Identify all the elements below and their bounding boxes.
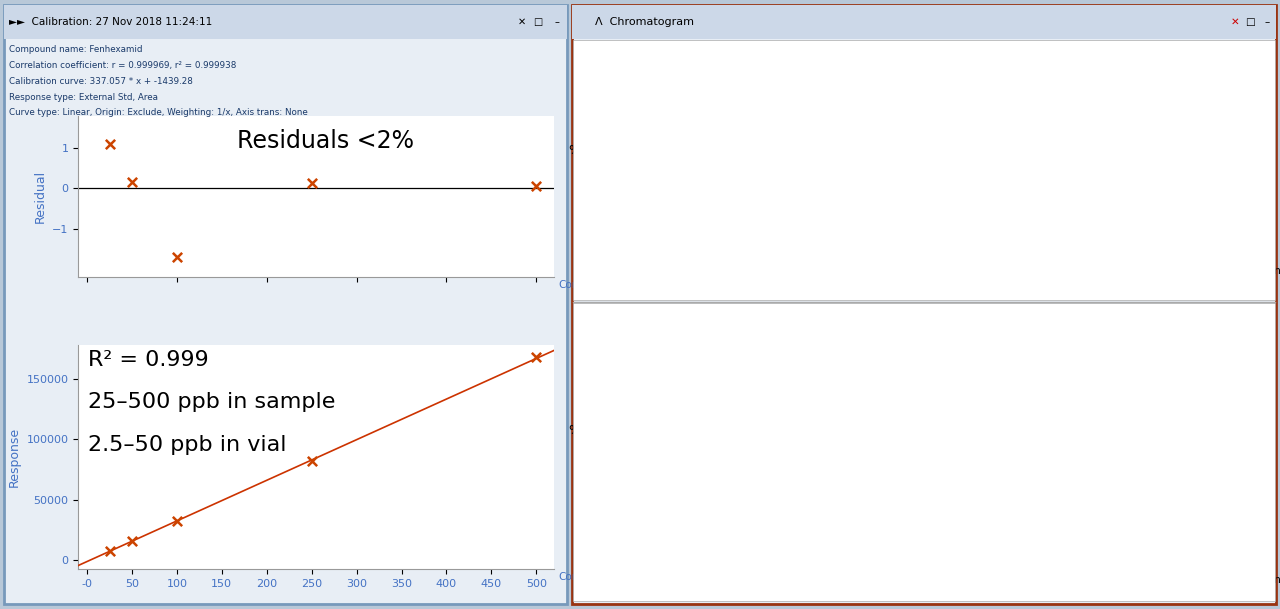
Text: Residuals <2%: Residuals <2% xyxy=(237,128,415,153)
Text: Fenhexamid: Fenhexamid xyxy=(844,57,929,71)
Y-axis label: %: % xyxy=(568,424,580,437)
Text: Response type: External Std, Area: Response type: External Std, Area xyxy=(9,93,157,102)
Text: 6.69: 6.69 xyxy=(901,69,925,79)
Text: 25–500 ppb in sample: 25–500 ppb in sample xyxy=(87,392,335,412)
Text: F28:MRM of 4 channels,ES+: F28:MRM of 4 channels,ES+ xyxy=(1111,321,1257,331)
Text: Conc: Conc xyxy=(558,572,585,582)
Text: 1.486e+005: 1.486e+005 xyxy=(1193,112,1257,122)
Text: Curve type: Linear, Origin: Exclude, Weighting: 1/x, Axis trans: None: Curve type: Linear, Origin: Exclude, Wei… xyxy=(9,108,307,118)
Text: ✕: ✕ xyxy=(518,17,526,27)
Text: Correlation coefficient: r = 0.999969, r² = 0.999938: Correlation coefficient: r = 0.999969, r… xyxy=(9,61,237,70)
Y-axis label: Response: Response xyxy=(8,428,20,487)
Text: ✕: ✕ xyxy=(1230,17,1239,27)
Text: –: – xyxy=(1265,17,1270,27)
Text: Calibration curve: 337.057 * x + -1439.28: Calibration curve: 337.057 * x + -1439.2… xyxy=(9,77,193,86)
Point xyxy=(122,537,142,546)
Point xyxy=(166,516,187,526)
Point xyxy=(100,546,120,556)
Text: Conc: Conc xyxy=(558,280,585,290)
Text: 25 ppb
2.5 ppb
in vial: 25 ppb 2.5 ppb in vial xyxy=(1069,114,1170,198)
Text: 9.969e+004: 9.969e+004 xyxy=(1193,385,1257,395)
Text: □: □ xyxy=(534,17,543,27)
Text: –: – xyxy=(554,17,559,27)
Text: 304.1 > 97.1: 304.1 > 97.1 xyxy=(1189,85,1257,95)
Text: 6.58: 6.58 xyxy=(754,525,780,535)
Text: R² = 0.999: R² = 0.999 xyxy=(87,350,209,370)
Text: □: □ xyxy=(1244,17,1254,27)
Text: min: min xyxy=(1270,575,1280,585)
Text: 6.69: 6.69 xyxy=(901,336,925,347)
Point xyxy=(301,456,321,465)
Text: 10Nov2018_03: 10Nov2018_03 xyxy=(620,321,703,332)
Y-axis label: Residual: Residual xyxy=(33,170,46,223)
Text: ►►  Calibration: 27 Nov 2018 11:24:11: ►► Calibration: 27 Nov 2018 11:24:11 xyxy=(9,17,212,27)
Point xyxy=(301,178,321,188)
Point xyxy=(526,181,547,191)
Y-axis label: %: % xyxy=(568,144,580,157)
Text: 304.1 > 55.1: 304.1 > 55.1 xyxy=(1189,353,1257,363)
Text: Fenhexamid: Fenhexamid xyxy=(844,321,929,334)
Text: 2.5–50 ppb in vial: 2.5–50 ppb in vial xyxy=(87,435,287,455)
Point xyxy=(166,252,187,262)
Text: 10Nov2018_03: 10Nov2018_03 xyxy=(620,57,703,68)
Point xyxy=(526,353,547,362)
Point xyxy=(122,177,142,187)
Text: Λ  Chromatogram: Λ Chromatogram xyxy=(595,17,694,27)
Text: F28:MRM of 4 channels,ES+: F28:MRM of 4 channels,ES+ xyxy=(1111,57,1257,68)
Text: Compound name: Fenhexamid: Compound name: Fenhexamid xyxy=(9,45,142,54)
Text: min: min xyxy=(1270,266,1280,276)
Point xyxy=(100,139,120,149)
